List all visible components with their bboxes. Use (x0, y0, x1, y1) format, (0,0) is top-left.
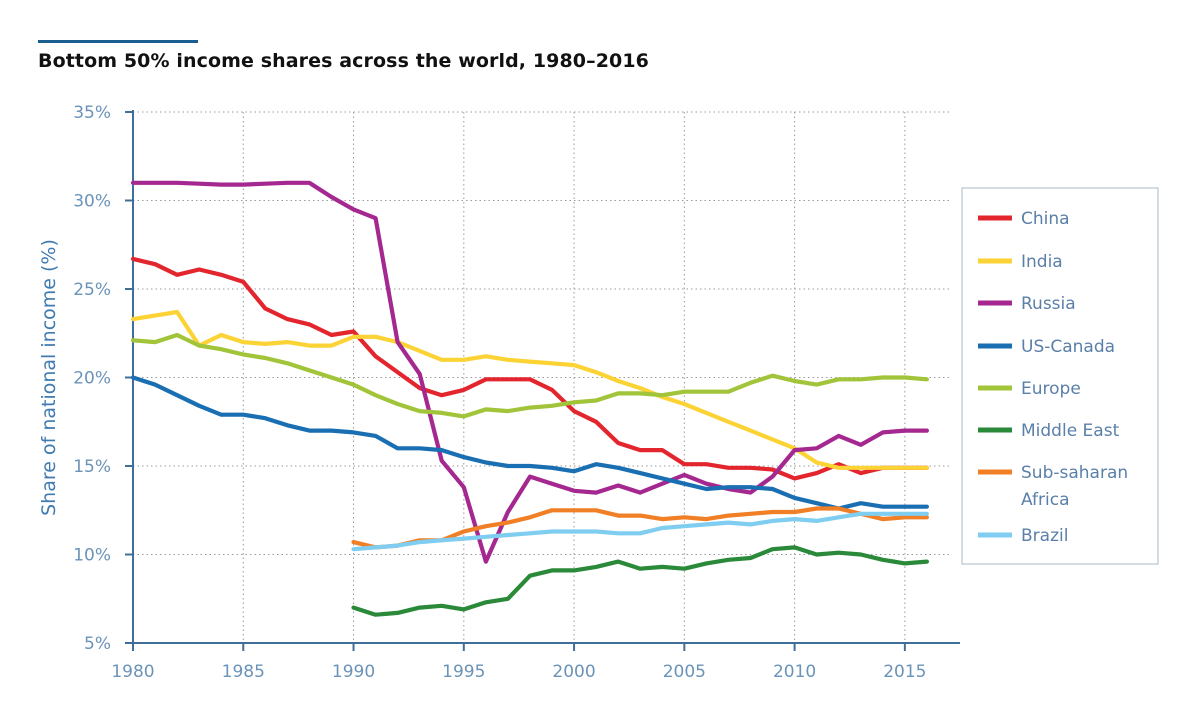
y-tick-label: 10% (73, 546, 111, 566)
legend-label: Brazil (1021, 526, 1068, 546)
axes: 5% 10% 15% 20% 25% 30% 35% 1980 1985 1990 1995 2000… (38, 103, 960, 682)
y-tick-label: 25% (73, 280, 111, 300)
gridlines (132, 111, 950, 643)
y-tick-label: 15% (73, 457, 111, 477)
x-tick-label: 2010 (773, 662, 816, 682)
x-tick-label: 1985 (222, 662, 265, 682)
series-line-middle-east (351, 545, 930, 617)
y-axis-label: Share of national income (%) (38, 239, 60, 516)
legend-box (961, 187, 1159, 565)
series-line-us-canada (130, 375, 930, 511)
legend-label: Europe (1021, 379, 1081, 399)
series-line-europe (130, 332, 930, 419)
series-line-sub-saharan-africa (351, 506, 930, 550)
y-tick-label: 5% (84, 634, 111, 654)
y-tick-label: 35% (73, 103, 111, 123)
y-tick-label: 20% (73, 369, 111, 389)
x-tick-label: 2000 (552, 662, 595, 682)
legend-label: US-Canada (1021, 337, 1115, 357)
x-tick-label: 2015 (883, 662, 926, 682)
series-line-india (130, 309, 930, 470)
legend: China India Russia US-Canada Europe Middle Ea… (961, 187, 1159, 565)
chart-title: Bottom 50% income shares across the worl… (38, 50, 649, 72)
y-tick-label: 30% (73, 192, 111, 212)
series-line-brazil (351, 511, 930, 552)
x-tick-label: 1995 (442, 662, 485, 682)
x-tick-label: 1990 (332, 662, 375, 682)
series-line-russia (130, 180, 930, 564)
legend-label: Sub-saharan (1021, 463, 1128, 483)
x-tick-label: 2005 (663, 662, 706, 682)
legend-label: Africa (1021, 490, 1070, 510)
series-lines (130, 180, 930, 617)
title-accent-rule (38, 40, 198, 43)
legend-label: Middle East (1021, 421, 1120, 441)
legend-label: Russia (1021, 294, 1076, 314)
legend-label: India (1021, 252, 1063, 272)
series-line-china (130, 256, 930, 481)
legend-label: China (1021, 209, 1070, 229)
x-tick-label: 1980 (111, 662, 154, 682)
